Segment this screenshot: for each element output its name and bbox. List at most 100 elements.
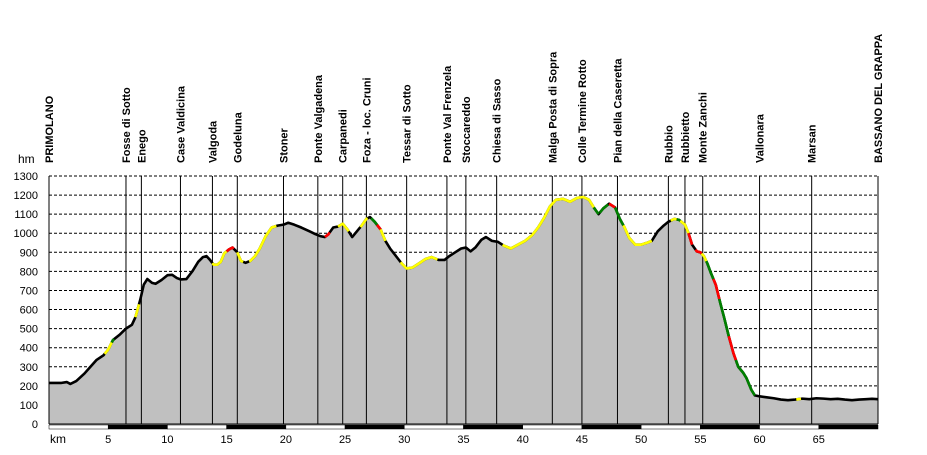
km-bar-segment-0 [48,424,109,430]
km-bar-segment-60 [759,424,820,430]
y-tick-label-700: 700 [20,285,38,297]
km-bar-segment-30 [404,424,464,430]
gradient-segment-1-very_steep [110,338,115,344]
waypoint-label-13: Chiesa di Sasso [492,78,504,163]
gradient-segment-25-moderate [700,252,708,262]
km-bar-segment-15 [226,424,287,430]
x-tick-label-55: 55 [694,434,706,446]
gradient-segment-7-steep [324,231,331,239]
gradient-segment-23-steep [687,232,694,246]
gradient-segment-31-very_steep [738,367,748,379]
gradient-segment-3-moderate [211,250,228,267]
gradient-segment-12-moderate [379,228,387,242]
km-bar-segment-35 [463,424,523,430]
y-axis-unit-label: hm [18,152,35,166]
y-tick-label-500: 500 [20,324,38,336]
x-tick-label-65: 65 [813,434,825,446]
y-tick-label-800: 800 [20,266,38,278]
gradient-segment-24-steep [694,248,703,255]
x-axis-unit-label: km [50,432,66,446]
waypoint-label-21: Marsan [807,124,819,163]
gradient-segment-4-steep [225,246,235,253]
x-tick-label-30: 30 [398,434,410,446]
km-bar-segment-55 [700,424,760,430]
x-tick-label-50: 50 [635,434,647,446]
gradient-segment-10-very_steep [370,217,379,226]
x-tick-label-10: 10 [161,434,173,446]
gradient-segment-14-moderate [501,195,595,250]
waypoint-label-4: Valgoda [207,120,219,163]
waypoint-label-layer: PRIMOLANO Fosse di Sotto Enego Case Valdici… [44,34,885,163]
profile-line-layer [49,195,879,402]
waypoint-label-22: BASSANO DEL GRAPPA [873,34,885,163]
waypoint-label-14: Malga Posta di Sopra [547,51,559,163]
km-bar-segment-40 [522,424,583,430]
gradient-segment-30-very_steep [734,359,741,370]
gradient-segment-11-steep [376,224,382,231]
waypoint-label-2: Enego [136,129,148,163]
waypoint-label-12: Stoccareddo [461,96,473,163]
gradient-segment-9-moderate [359,217,369,228]
y-tick-label-900: 900 [20,247,38,259]
gradient-segment-13-moderate [399,255,438,270]
km-bar-segment-20 [285,424,346,430]
km-bar-segment-65 [818,424,879,430]
x-tick-label-45: 45 [576,434,588,446]
gradient-segment-22-moderate [679,219,690,234]
gradient-segment-20-moderate [670,217,677,222]
waypoint-label-15: Colle Termine Rotto [577,59,589,163]
waypoint-label-17: Rubbio [663,125,675,163]
y-tick-label-200: 200 [20,381,38,393]
x-tick-label-25: 25 [339,434,351,446]
y-tick-label-400: 400 [20,343,38,355]
waypoint-label-16: Pian della Caseretta [612,58,624,163]
km-bar-segment-10 [167,424,227,430]
waypoint-label-10: Tessar di Sotto [402,84,414,163]
gradient-segment-29-steep [727,335,738,361]
y-tick-label-1200: 1200 [14,190,38,202]
gradient-segment-19-moderate [622,224,653,246]
gradient-segment-16-very_steep [598,203,609,214]
km-bar-segment-5 [107,424,168,430]
gradient-segment-0-moderate [103,341,113,355]
gradient-segment-8-moderate [337,222,350,233]
y-tick-label-1000: 1000 [14,228,38,240]
x-tick-label-5: 5 [105,434,111,446]
gradient-segment-5-moderate [236,251,244,264]
gradient-segment-33-moderate [796,397,802,401]
y-tick-label-1300: 1300 [14,171,38,183]
y-tick-label-300: 300 [20,362,38,374]
y-tick-label-600: 600 [20,305,38,317]
gradient-segment-26-very_steep [705,260,715,280]
x-tick-label-40: 40 [517,434,529,446]
y-tick-label-100: 100 [20,400,38,412]
waypoint-label-1: Fosse di Sotto [121,87,133,163]
y-tick-label-0: 0 [32,419,38,431]
gradient-segment-17-steep [608,202,616,209]
waypoint-label-7: Ponte Valgadena [313,74,325,163]
waypoint-label-8: Carpanedi [338,109,350,163]
gradient-segment-2-moderate [134,303,141,318]
gradient-segment-15-very_steep [592,206,600,215]
waypoint-label-19: Monte Zanchi [698,92,710,163]
gradient-segment-28-very_steep [718,298,731,337]
x-tick-label-60: 60 [753,434,765,446]
waypoint-label-9: Foza - loc. Cruni [361,77,373,163]
gradient-segment-27-steep [712,278,721,300]
km-bar-segment-45 [581,424,642,430]
gradient-segment-32-very_steep [745,377,756,397]
waypoint-label-20: Vallonara [755,113,767,163]
profile-area-layer [49,196,878,424]
x-tick-label-15: 15 [221,434,233,446]
x-tick-label-20: 20 [280,434,292,446]
waypoint-label-0: PRIMOLANO [44,95,56,163]
x-tick-label-35: 35 [457,434,469,446]
profile-area-fill [49,196,878,424]
gradient-segment-18-very_steep [613,206,625,226]
axes-layer: 0 100 200 300 400 500 600 700 800 900 1000 1100 1200… [14,171,879,446]
gradient-segment-21-very_steep [676,218,682,222]
waypoint-label-5: Godeluna [232,111,244,163]
waypoint-label-6: Stoner [278,127,290,163]
